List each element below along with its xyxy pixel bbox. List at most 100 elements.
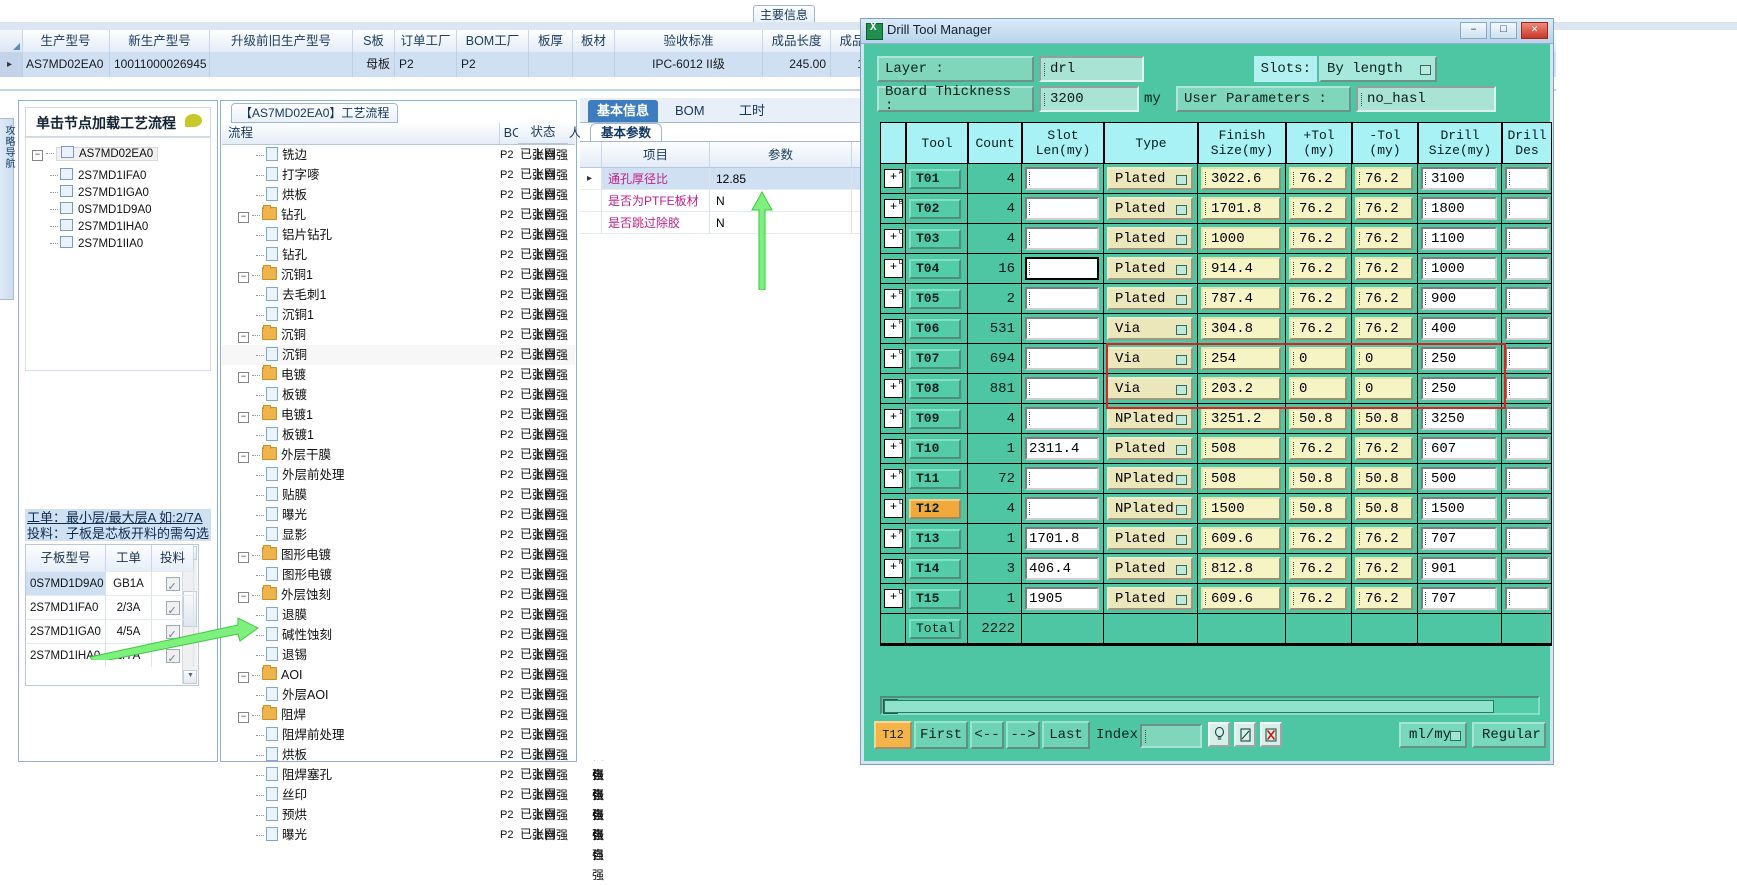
tool-cell[interactable]: T08 bbox=[906, 374, 968, 404]
model-tree[interactable]: − AS7MD02EA0 2S7MD1IFA0 2S7MD1IGA0 0S7MD1D9A… bbox=[25, 137, 211, 371]
expand-row-button[interactable]: + G bbox=[884, 349, 903, 368]
thickness-input[interactable]: 3200 bbox=[1039, 86, 1139, 112]
process-header-0[interactable]: 流程 bbox=[222, 123, 500, 144]
sidebar-nav-strip[interactable]: 攻略导航 bbox=[0, 118, 14, 300]
type-dropdown[interactable]: Plated bbox=[1107, 527, 1193, 550]
minus-tol-cell[interactable]: 50.8 bbox=[1352, 464, 1418, 494]
slot-cell[interactable] bbox=[1022, 284, 1104, 314]
type-dropdown[interactable]: Plated bbox=[1107, 587, 1193, 610]
finish-cell[interactable]: 3022.6 bbox=[1198, 164, 1286, 194]
expand-row-button[interactable]: + B bbox=[884, 199, 903, 218]
delete-icon[interactable] bbox=[1260, 722, 1282, 747]
tool-cell[interactable]: T05 bbox=[906, 284, 968, 314]
minus-tol-cell[interactable]: 0 bbox=[1352, 374, 1418, 404]
type-cell[interactable]: NPlated bbox=[1104, 494, 1198, 524]
type-cell[interactable]: Plated bbox=[1104, 194, 1198, 224]
drill-size-cell[interactable]: 250 bbox=[1418, 374, 1502, 404]
slot-cell[interactable]: 1905 bbox=[1022, 584, 1104, 614]
plus-tol-cell[interactable]: 76.2 bbox=[1286, 224, 1352, 254]
finish-size-input[interactable]: 787.4 bbox=[1201, 287, 1281, 310]
finish-cell[interactable]: 609.6 bbox=[1198, 584, 1286, 614]
tool-cell[interactable]: T14 bbox=[906, 554, 968, 584]
minus-tol-input[interactable]: 0 bbox=[1355, 347, 1413, 370]
previous-button[interactable]: <-- bbox=[970, 721, 1004, 749]
tool-name-button[interactable]: T12 bbox=[909, 498, 961, 519]
plus-tol-cell[interactable]: 50.8 bbox=[1286, 494, 1352, 524]
plus-tol-cell[interactable]: 76.2 bbox=[1286, 194, 1352, 224]
type-dropdown[interactable]: Plated bbox=[1107, 437, 1193, 460]
grid-header-8[interactable]: 验收标准 bbox=[615, 30, 763, 52]
scroll-down-button[interactable] bbox=[183, 670, 197, 684]
expand-row-button[interactable]: + N bbox=[884, 559, 903, 578]
finish-size-input[interactable]: 3022.6 bbox=[1201, 167, 1281, 190]
minus-tol-cell[interactable]: 76.2 bbox=[1352, 314, 1418, 344]
minus-tol-input[interactable]: 76.2 bbox=[1355, 527, 1413, 550]
tool-header-6[interactable]: -Tol (my) bbox=[1352, 122, 1418, 164]
tree-collapse-icon[interactable]: − bbox=[238, 452, 249, 463]
hscroll-thumb[interactable] bbox=[884, 700, 1494, 713]
tree-child-node[interactable]: 2S7MD1IFA0 bbox=[50, 168, 146, 185]
checkbox-icon[interactable] bbox=[165, 647, 180, 671]
row-expander-cell[interactable]: + L bbox=[880, 494, 906, 524]
finish-cell[interactable]: 304.8 bbox=[1198, 314, 1286, 344]
checkbox-icon[interactable] bbox=[60, 168, 73, 180]
tree-collapse-icon[interactable]: − bbox=[238, 212, 249, 223]
tool-cell[interactable]: T07 bbox=[906, 344, 968, 374]
param-value[interactable]: 12.85 bbox=[710, 168, 852, 190]
finish-cell[interactable]: 3251.2 bbox=[1198, 404, 1286, 434]
plus-tol-cell[interactable]: 76.2 bbox=[1286, 284, 1352, 314]
row-expander-cell[interactable]: + J bbox=[880, 434, 906, 464]
param-header-1[interactable]: 参数 bbox=[710, 142, 852, 168]
minus-tol-input[interactable]: 76.2 bbox=[1355, 197, 1413, 220]
checkbox-icon[interactable] bbox=[60, 202, 73, 214]
drill-des-cell[interactable] bbox=[1502, 494, 1552, 524]
param-value[interactable]: N bbox=[710, 190, 852, 212]
plus-tol-input[interactable]: 76.2 bbox=[1289, 197, 1347, 220]
type-dropdown[interactable]: Plated bbox=[1107, 287, 1193, 310]
finish-size-input[interactable]: 1500 bbox=[1201, 497, 1281, 520]
detail-subtab[interactable]: 基本参数 bbox=[590, 123, 663, 143]
row-expander-cell[interactable]: + A bbox=[880, 164, 906, 194]
expand-row-button[interactable]: + C bbox=[884, 229, 903, 248]
plus-tol-cell[interactable]: 0 bbox=[1286, 344, 1352, 374]
slot-cell[interactable] bbox=[1022, 374, 1104, 404]
expand-row-button[interactable]: + M bbox=[884, 529, 903, 548]
drill-size-input[interactable]: 707 bbox=[1421, 527, 1497, 550]
drill-size-cell[interactable]: 3100 bbox=[1418, 164, 1502, 194]
horizontal-scrollbar[interactable] bbox=[880, 696, 1540, 715]
tool-cell[interactable]: T11 bbox=[906, 464, 968, 494]
count-cell[interactable]: 4 bbox=[968, 194, 1022, 224]
tool-name-button[interactable]: T09 bbox=[909, 408, 961, 429]
type-dropdown[interactable]: Via bbox=[1107, 377, 1193, 400]
type-cell[interactable]: Plated bbox=[1104, 524, 1198, 554]
minus-tol-input[interactable]: 50.8 bbox=[1355, 497, 1413, 520]
plus-tol-cell[interactable]: 0 bbox=[1286, 374, 1352, 404]
checkbox-icon[interactable] bbox=[60, 185, 73, 197]
slot-cell[interactable] bbox=[1022, 464, 1104, 494]
expand-row-button[interactable]: + L bbox=[884, 499, 903, 518]
param-row-selector[interactable] bbox=[580, 168, 602, 190]
count-cell[interactable]: 4 bbox=[968, 224, 1022, 254]
tool-cell[interactable]: T09 bbox=[906, 404, 968, 434]
drill-size-cell[interactable]: 1500 bbox=[1418, 494, 1502, 524]
minus-tol-input[interactable]: 76.2 bbox=[1355, 557, 1413, 580]
grid-header-0[interactable]: 生产型号 bbox=[22, 30, 110, 52]
detail-tab-BOM[interactable]: BOM bbox=[675, 103, 705, 118]
minus-tol-input[interactable]: 76.2 bbox=[1355, 587, 1413, 610]
tool-cell[interactable]: T01 bbox=[906, 164, 968, 194]
plus-tol-input[interactable]: 50.8 bbox=[1289, 497, 1347, 520]
drill-size-cell[interactable]: 707 bbox=[1418, 524, 1502, 554]
expand-row-button[interactable]: + O bbox=[884, 589, 903, 608]
type-cell[interactable]: Plated bbox=[1104, 224, 1198, 254]
drill-size-input[interactable]: 500 bbox=[1421, 467, 1497, 490]
slot-length-input[interactable] bbox=[1025, 407, 1099, 430]
slot-cell[interactable]: 406.4 bbox=[1022, 554, 1104, 584]
next-button[interactable]: --> bbox=[1006, 721, 1040, 749]
row-expander-cell[interactable]: + D bbox=[880, 254, 906, 284]
tool-name-button[interactable]: T04 bbox=[909, 258, 961, 279]
type-cell[interactable]: Plated bbox=[1104, 584, 1198, 614]
process-flow-tab[interactable]: 【AS7MD02EA0】工艺流程 bbox=[231, 103, 399, 123]
drill-des-input[interactable] bbox=[1505, 557, 1549, 580]
drill-size-input[interactable]: 250 bbox=[1421, 347, 1497, 370]
grid-cell-7[interactable] bbox=[573, 52, 615, 77]
